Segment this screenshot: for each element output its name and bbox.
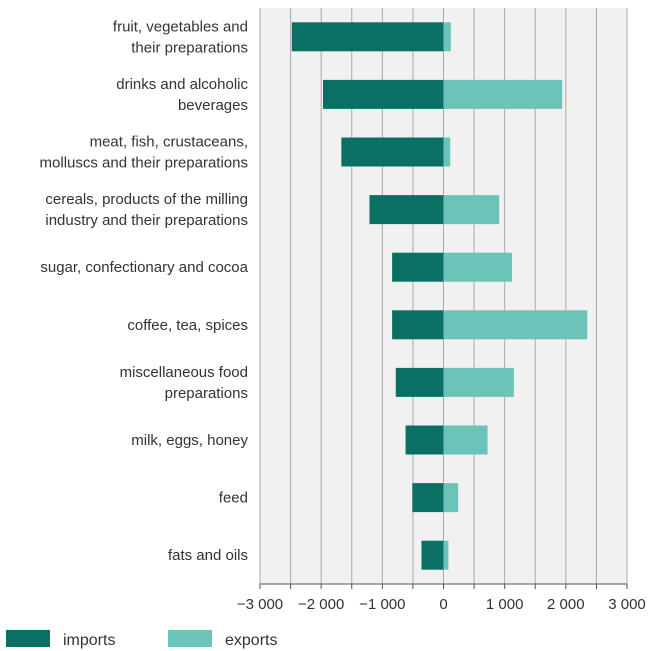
bar-imports	[291, 22, 444, 52]
bar-imports	[392, 252, 444, 282]
category-label: fats and oils	[168, 547, 248, 564]
category-label: milk, eggs, honey	[131, 432, 248, 449]
bar-imports	[421, 540, 444, 570]
x-tick-label: 3 000	[608, 596, 646, 613]
legend-swatch-imports	[6, 630, 50, 647]
bar-exports	[443, 137, 451, 167]
bar-imports	[341, 137, 444, 167]
legend-swatch-exports	[168, 630, 212, 647]
category-label: industry and their preparations	[45, 212, 248, 229]
x-tick-label: −2 000	[298, 596, 344, 613]
bar-imports	[392, 310, 444, 340]
bar-imports	[395, 367, 444, 397]
category-label: meat, fish, crustaceans,	[90, 134, 248, 151]
legend-label-imports: imports	[63, 632, 115, 649]
x-tick-label: 0	[439, 596, 447, 613]
bar-imports	[369, 195, 444, 225]
category-label: feed	[219, 490, 248, 507]
bars	[291, 22, 588, 570]
category-label: preparations	[165, 385, 248, 402]
bar-imports	[412, 483, 444, 513]
category-label: molluscs and their preparations	[40, 155, 248, 172]
legend: imports exports	[6, 630, 277, 649]
x-axis: −3 000 −2 000 −1 000 0 1 000 2 000 3 000	[237, 583, 646, 613]
bar-exports	[443, 79, 563, 109]
bar-exports	[443, 425, 488, 455]
bar-imports	[323, 79, 444, 109]
category-label: their preparations	[131, 39, 248, 56]
bar-imports	[405, 425, 444, 455]
category-label: sugar, confectionary and cocoa	[40, 259, 248, 276]
bar-exports	[443, 195, 500, 225]
category-label: drinks and alcoholic	[116, 76, 248, 93]
category-label: beverages	[178, 97, 248, 114]
bar-exports	[443, 310, 588, 340]
category-label: cereals, products of the milling	[45, 191, 248, 208]
legend-label-exports: exports	[225, 632, 277, 649]
category-labels: fruit, vegetables and their preparations d…	[40, 18, 249, 564]
bar-exports	[443, 483, 459, 513]
bar-exports	[443, 540, 449, 570]
bar-exports	[443, 22, 451, 52]
category-label: coffee, tea, spices	[127, 317, 248, 334]
x-tick-label: 1 000	[486, 596, 524, 613]
x-tick-label: 2 000	[547, 596, 585, 613]
bar-exports	[443, 367, 514, 397]
category-label: miscellaneous food	[120, 364, 248, 381]
x-tick-label: −1 000	[359, 596, 405, 613]
bar-exports	[443, 252, 513, 282]
category-label: fruit, vegetables and	[113, 18, 248, 35]
x-tick-label: −3 000	[237, 596, 283, 613]
